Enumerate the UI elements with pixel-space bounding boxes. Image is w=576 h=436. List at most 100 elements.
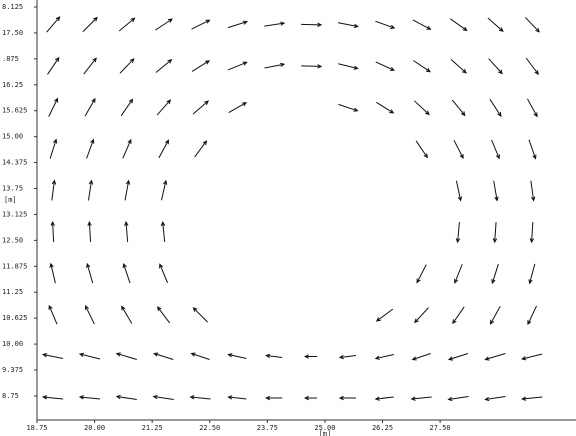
vector-arrow <box>159 263 169 283</box>
vector-arrow <box>41 353 64 360</box>
vector-arrow <box>303 395 318 401</box>
vector-arrow <box>49 262 56 284</box>
vector-arrow <box>228 102 248 113</box>
vector-arrow <box>450 18 468 32</box>
vector-arrow <box>48 304 58 325</box>
vector-arrow <box>124 220 129 243</box>
y-tick-label: 12.50 <box>2 236 23 244</box>
y-tick-label: 10.00 <box>2 340 23 348</box>
y-tick-label: 9.375 <box>2 366 23 374</box>
vector-arrow <box>119 58 135 74</box>
vector-arrow <box>416 264 427 284</box>
vector-arrow <box>78 352 101 360</box>
vector-arrow <box>48 97 59 117</box>
vector-arrow <box>451 99 466 117</box>
y-tick-label: 15.625 <box>2 107 27 115</box>
vector-arrow <box>82 16 98 33</box>
vector-arrow <box>46 16 61 33</box>
vector-arrow <box>190 352 210 360</box>
y-tick-label: 11.875 <box>2 262 27 270</box>
vector-arrow <box>414 307 429 324</box>
vector-arrow <box>155 18 173 31</box>
vector-arrow <box>158 139 170 159</box>
vector-arrow <box>489 98 502 117</box>
vector-arrow <box>454 264 463 284</box>
vector-arrow <box>87 179 94 201</box>
vector-arrow <box>526 98 538 118</box>
vector-arrow <box>265 395 283 401</box>
vector-arrow <box>492 222 498 244</box>
vector-arrow <box>122 138 132 159</box>
vector-arrow <box>530 180 536 202</box>
vector-arrow <box>453 139 464 160</box>
y-tick-label: 13.75 <box>2 185 23 193</box>
y-tick-label: 14.375 <box>2 159 27 167</box>
vector-arrow <box>191 60 211 72</box>
vector-arrow <box>41 395 64 400</box>
vector-arrow <box>47 56 60 75</box>
vector-arrow <box>527 305 537 326</box>
vector-arrow <box>493 180 499 202</box>
vector-arrow <box>415 140 428 159</box>
vector-arrow <box>192 307 208 323</box>
vector-arrow <box>156 99 172 116</box>
vector-arrow <box>529 222 535 244</box>
vector-arrow <box>49 138 58 159</box>
vector-arrow <box>414 100 430 116</box>
vector-arrow <box>264 21 286 27</box>
vector-arrow <box>194 140 208 158</box>
vector-arrow <box>375 20 396 29</box>
vector-arrow <box>487 17 504 32</box>
vector-arrow <box>301 64 323 69</box>
vector-arrow <box>87 220 92 243</box>
vector-arrow <box>120 98 134 117</box>
y-tick-label: 17.50 <box>2 29 23 37</box>
vector-arrow <box>50 220 55 243</box>
y-tick-label: .875 <box>2 55 19 63</box>
vector-arrow <box>84 97 96 117</box>
vector-arrow <box>455 222 461 244</box>
vector-arrow <box>375 61 395 71</box>
vector-arrow <box>411 353 431 361</box>
vector-arrow <box>374 354 394 360</box>
x-tick-label: 26.25 <box>372 424 393 432</box>
vector-arrow <box>521 396 543 401</box>
vector-arrow <box>51 179 57 201</box>
vector-arrow <box>227 20 248 29</box>
vector-arrow <box>156 306 171 324</box>
vector-arrow <box>338 63 359 70</box>
vector-arrow <box>83 57 97 75</box>
vector-arrow <box>122 262 131 284</box>
vector-arrow <box>413 60 431 73</box>
vector-arrow <box>488 58 503 75</box>
vector-arrow <box>489 305 501 325</box>
vector-arrow <box>86 262 94 284</box>
vector-arrow <box>450 59 467 74</box>
y-tick-label: 16.25 <box>2 81 23 89</box>
vector-arrow <box>155 58 173 73</box>
vector-arrow <box>452 306 465 325</box>
vector-arrow <box>376 101 395 114</box>
x-tick-label: 22.50 <box>199 424 220 432</box>
vector-arrow <box>338 103 359 112</box>
vector-arrow <box>528 263 536 285</box>
vector-arrow <box>447 353 469 361</box>
vector-arrow <box>447 396 469 402</box>
vector-arrow <box>227 353 247 360</box>
vector-arrow <box>410 396 432 401</box>
x-tick-label: 27.50 <box>430 424 451 432</box>
vector-arrow <box>265 353 283 359</box>
vector-arrow <box>338 395 356 401</box>
y-tick-label: 11.25 <box>2 288 23 296</box>
vector-arrow <box>375 308 394 322</box>
vector-arrow <box>191 19 211 30</box>
y-tick-label: 8.125 <box>2 3 23 11</box>
vector-arrow <box>412 19 432 30</box>
vector-arrow <box>189 395 211 400</box>
vector-arrow <box>192 100 210 115</box>
vector-arrow <box>525 57 539 76</box>
vector-arrow <box>115 394 137 401</box>
vector-arrow <box>374 396 394 401</box>
